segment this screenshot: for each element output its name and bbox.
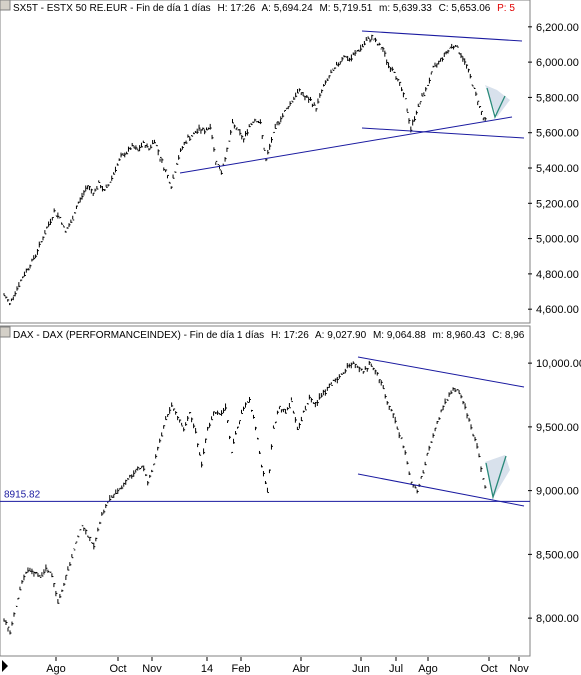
x-tick-label: Ago [418, 663, 438, 675]
panel-bottom-menu-icon[interactable] [0, 326, 11, 338]
y-tick-label: 5,800.00 [536, 92, 579, 104]
panel-bottom-price-bars [3, 360, 487, 635]
y-tick-label: 4,600.00 [536, 304, 579, 316]
x-axis-band [0, 657, 581, 675]
x-tick-label: Ago [46, 663, 66, 675]
reference-line-label: 8915.82 [4, 489, 41, 500]
panel-top-menu-icon[interactable] [0, 0, 11, 11]
y-tick-label: 8,000.00 [536, 613, 579, 625]
x-tick-label: Jul [389, 663, 403, 675]
y-tick-label: 4,800.00 [536, 269, 579, 281]
panel-bottom-frame [0, 325, 531, 657]
y-tick-label: 10,000.00 [536, 358, 581, 370]
x-tick-label: Oct [109, 663, 126, 675]
panel-top-frame [0, 0, 531, 324]
panel-top-header: SX5T - ESTX 50 RE.EUR - Fin de día 1 día… [13, 3, 515, 14]
panel-bottom-y-ticks: 10,000.00 9,500.00 9,000.00 8,500.00 8,000.0… [528, 358, 581, 625]
y-tick-label: 6,200.00 [536, 22, 579, 34]
y-tick-label: 5,400.00 [536, 163, 579, 175]
x-tick-label: Abr [292, 663, 309, 675]
lower-trendline [361, 127, 525, 139]
y-tick-label: 6,000.00 [536, 57, 579, 69]
panel-bottom: DAX - DAX (PERFORMANCEINDEX) - Fin de dí… [0, 325, 581, 657]
resistance-trendline [361, 30, 523, 42]
panel-top-price-bars [3, 34, 487, 306]
panel-top: SX5T - ESTX 50 RE.EUR - Fin de día 1 día… [0, 0, 579, 324]
support-trendline [179, 116, 513, 174]
x-tick-label: Nov [142, 663, 162, 675]
y-tick-label: 5,600.00 [536, 128, 579, 140]
y-tick-label: 5,200.00 [536, 198, 579, 210]
x-tick-label: 14 [201, 663, 213, 675]
x-tick-label: Feb [232, 663, 251, 675]
y-tick-label: 8,500.00 [536, 549, 579, 561]
channel-lower-line [357, 473, 525, 507]
x-axis-labels: Ago Oct Nov 14 Feb Abr Jun Jul Ago Oct Nov [46, 657, 529, 675]
y-tick-label: 9,000.00 [536, 486, 579, 498]
panel-bottom-header: DAX - DAX (PERFORMANCEINDEX) - Fin de dí… [13, 330, 525, 341]
projection-arrow [486, 87, 506, 119]
y-tick-label: 5,000.00 [536, 234, 579, 246]
panel-top-y-ticks: 6,200.00 6,000.00 5,800.00 5,600.00 5,400.00… [528, 22, 579, 316]
scroll-left-icon[interactable] [2, 660, 8, 672]
projection-shade [485, 85, 510, 117]
projection-arrow-2 [485, 455, 507, 500]
x-tick-label: Nov [509, 663, 529, 675]
channel-upper-line [357, 356, 525, 388]
x-tick-label: Jun [352, 663, 370, 675]
x-tick-label: Oct [480, 663, 497, 675]
y-tick-label: 9,500.00 [536, 422, 579, 434]
